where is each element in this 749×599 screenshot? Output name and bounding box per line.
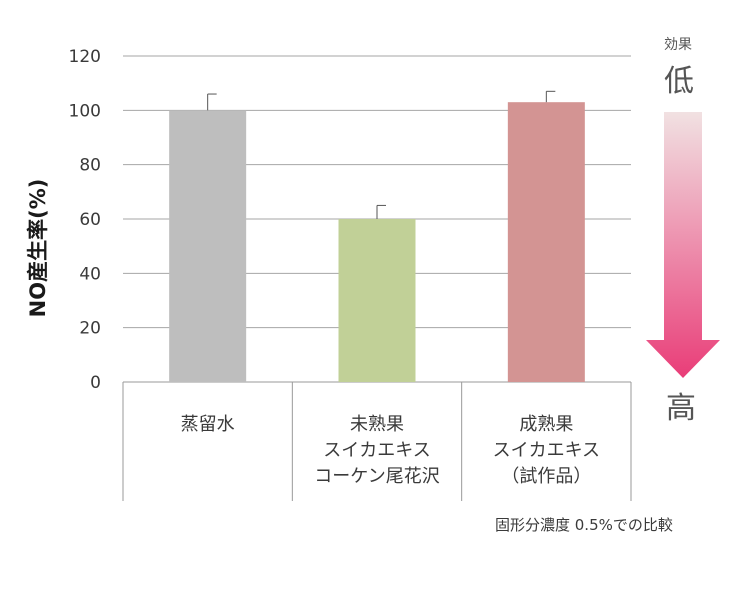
category-label: （試作品） (501, 466, 591, 487)
category-label: 未熟果 (350, 414, 404, 435)
y-tick-label: 20 (79, 319, 101, 339)
category-label: 蒸留水 (181, 414, 235, 435)
effect-arrow (646, 112, 720, 378)
axes (122, 382, 632, 501)
category-label: コーケン尾花沢 (314, 466, 439, 487)
category-label: スイカエキス (493, 440, 600, 461)
effect-label: 効果 (664, 37, 692, 53)
y-axis-label: NO産生率(%) (26, 179, 50, 318)
bar (338, 219, 416, 382)
bar (507, 102, 585, 382)
category-label: スイカエキス (323, 440, 430, 461)
y-tick-label: 60 (79, 210, 101, 230)
effect-low-label: 低 (664, 64, 694, 99)
y-tick-label: 120 (69, 47, 101, 67)
bars (169, 102, 585, 382)
effect-high-label: 高 (666, 391, 696, 426)
y-tick-labels: 0 20 40 60 80 100 120 (69, 47, 101, 393)
concentration-note: 固形分濃度 0.5%での比較 (495, 516, 673, 534)
y-tick-label: 40 (79, 264, 101, 284)
y-tick-label: 100 (69, 101, 101, 121)
y-tick-label: 80 (79, 156, 101, 176)
bar (169, 110, 247, 382)
y-tick-label: 0 (90, 373, 101, 393)
error-bars (207, 90, 556, 219)
category-label: 成熟果 (519, 414, 573, 435)
